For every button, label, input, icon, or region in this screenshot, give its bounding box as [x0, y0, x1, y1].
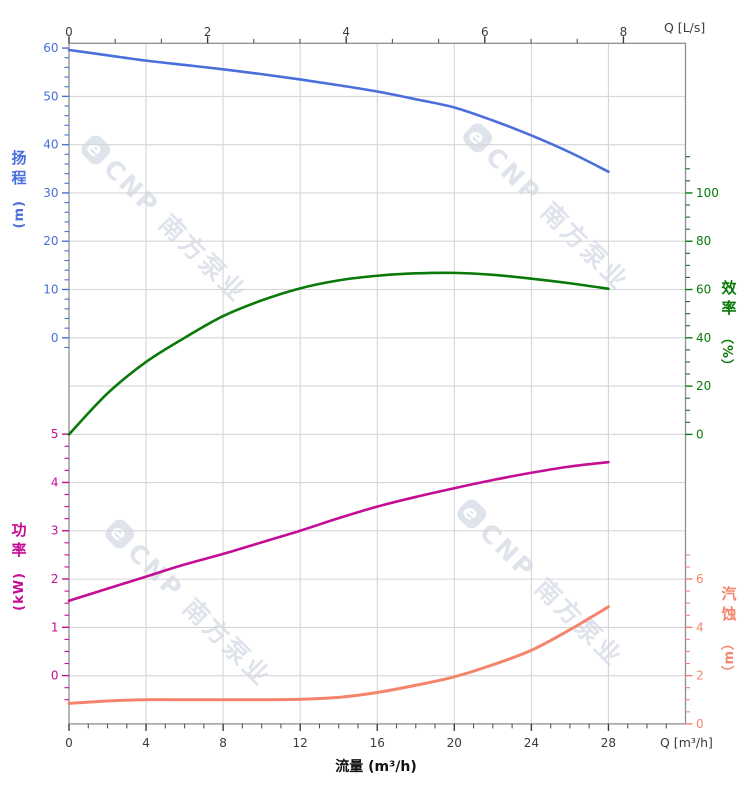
npsh-tick-label: 6: [696, 572, 704, 586]
top-axis-unit-label: Q [L/s]: [664, 20, 706, 35]
head-tick-label: 50: [43, 89, 58, 103]
head-curve: [67, 48, 610, 173]
power-tick-label: 3: [51, 524, 59, 538]
top-tick-label: 0: [65, 25, 73, 39]
head-axis-title-text: 扬程: [9, 150, 28, 190]
npsh-axis-unit: （m）: [721, 636, 737, 679]
head-tick-label: 60: [43, 41, 58, 55]
bottom-tick-label: 0: [65, 736, 73, 750]
efficiency-axis-title: 效率 （%）: [716, 280, 742, 372]
power-tick-label: 5: [51, 427, 59, 441]
efficiency-axis-title-text: 效率: [719, 280, 738, 320]
top-tick-label: 6: [481, 25, 489, 39]
efficiency-tick-label: 40: [696, 331, 711, 345]
power-axis-unit: (kW): [11, 572, 27, 611]
power-axis-title: 功率 (kW): [6, 522, 32, 611]
head-axis-title: 扬程 (m): [6, 150, 32, 228]
top-tick-label: 4: [342, 25, 350, 39]
head-tick-label: 30: [43, 186, 58, 200]
bottom-tick-label: 20: [447, 736, 462, 750]
bottom-tick-label: 16: [370, 736, 385, 750]
power-curve: [67, 460, 610, 603]
top-tick-label: 2: [204, 25, 212, 39]
npsh-axis-title-text: 汽蚀: [719, 586, 738, 626]
bottom-tick-label: 28: [601, 736, 616, 750]
head-tick-label: 40: [43, 138, 58, 152]
bottom-tick-label: 8: [219, 736, 227, 750]
efficiency-tick-label: 20: [696, 379, 711, 393]
efficiency-curve: [67, 271, 610, 436]
head-tick-label: 20: [43, 234, 58, 248]
npsh-tick-label: 0: [696, 717, 704, 731]
bottom-axis-unit-label: Q [m³/h]: [660, 735, 713, 750]
power-tick-label: 4: [51, 475, 59, 489]
plot-border: [68, 42, 687, 725]
power-tick-label: 2: [51, 572, 59, 586]
bottom-tick-label: 12: [293, 736, 308, 750]
efficiency-tick-label: 0: [696, 427, 704, 441]
npsh-tick-label: 2: [696, 669, 704, 683]
efficiency-tick-label: 80: [696, 234, 711, 248]
top-tick-label: 8: [620, 25, 628, 39]
npsh-axis-title: 汽蚀 （m）: [716, 586, 742, 679]
head-tick-label: 10: [43, 283, 58, 297]
efficiency-axis-unit: （%）: [721, 330, 737, 373]
bottom-tick-label: 24: [524, 736, 539, 750]
head-tick-label: 0: [51, 331, 59, 345]
efficiency-tick-label: 60: [696, 283, 711, 297]
x-axis-title: 流量 (m³/h): [335, 759, 417, 775]
head-axis-unit: (m): [11, 200, 27, 229]
npsh-curve: [67, 605, 610, 705]
power-tick-label: 1: [51, 620, 59, 634]
npsh-tick-label: 4: [696, 620, 704, 634]
efficiency-tick-label: 100: [696, 186, 719, 200]
power-tick-label: 0: [51, 669, 59, 683]
power-axis-title-text: 功率: [9, 522, 28, 562]
bottom-tick-label: 4: [142, 736, 150, 750]
